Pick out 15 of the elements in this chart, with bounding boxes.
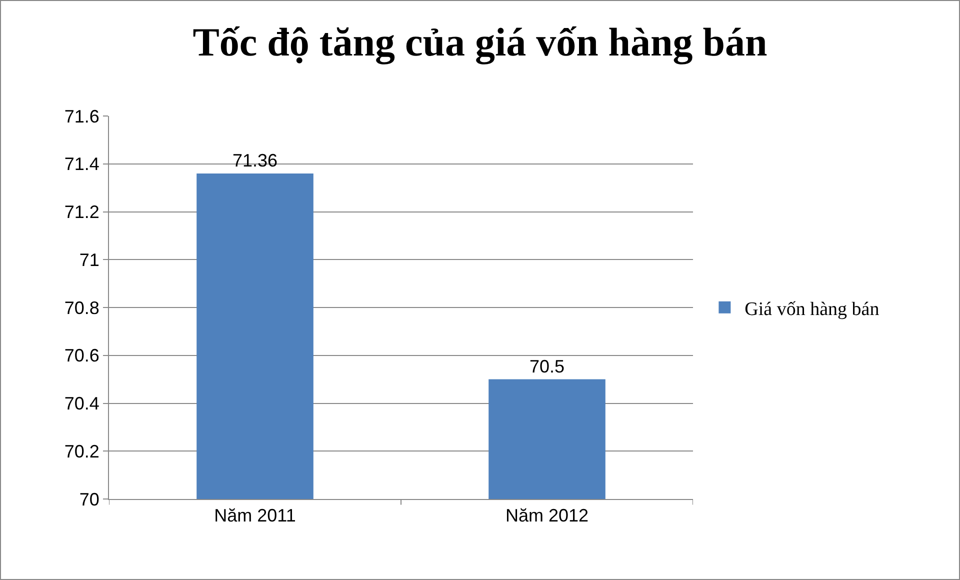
y-tick-label: 71.4	[64, 154, 100, 174]
y-tick-label: 70	[79, 489, 100, 510]
y-tick-label: 70.2	[64, 441, 100, 462]
y-tick-label: 71.2	[64, 202, 100, 222]
y-tick-label: 70.4	[64, 394, 100, 414]
chart-title: Tốc độ tăng của giá vốn hàng bán	[192, 19, 768, 64]
y-tick-label: 71.6	[64, 106, 100, 126]
data-label: 70.5	[529, 356, 565, 376]
legend-label: Giá vốn hàng bán	[744, 298, 880, 320]
y-tick-label: 71	[79, 250, 100, 270]
x-tick-label: Năm 2012	[505, 506, 589, 526]
x-tick-label: Năm 2011	[214, 506, 296, 526]
y-tick-label: 70.6	[64, 346, 100, 366]
y-tick-label: 70.8	[64, 298, 100, 318]
data-label: 71.36	[232, 150, 278, 170]
